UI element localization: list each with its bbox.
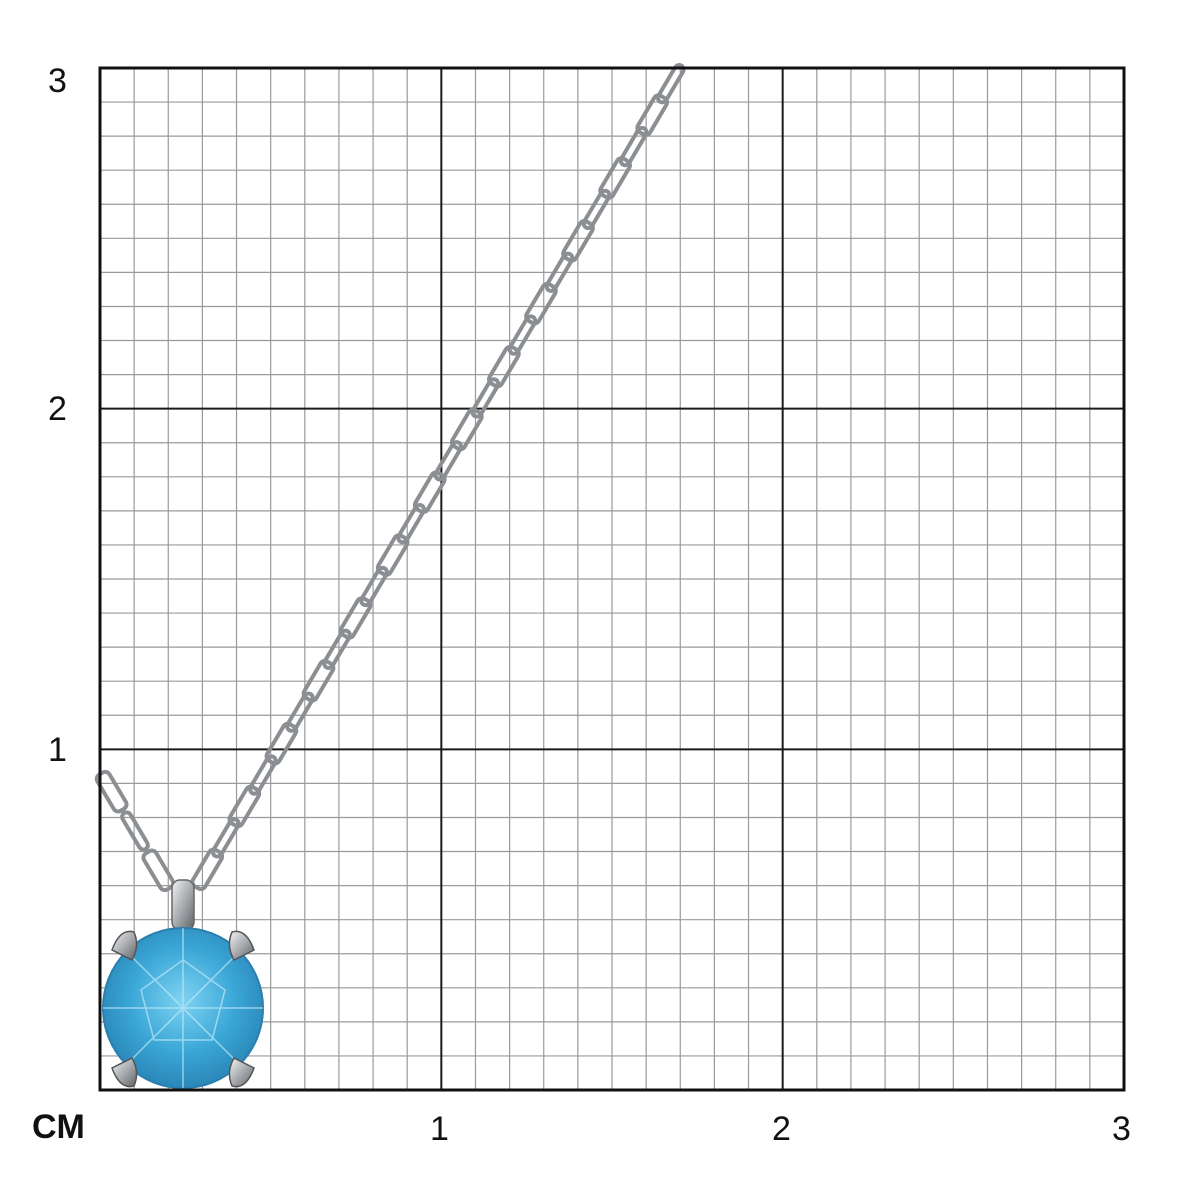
chain-link <box>190 847 225 892</box>
chain-link <box>322 628 352 670</box>
chain-link <box>227 784 262 829</box>
x-tick-1: 1 <box>430 1110 449 1148</box>
chain-link <box>598 156 632 200</box>
bail <box>171 879 195 931</box>
unit-label: CM <box>32 1108 85 1146</box>
chain <box>94 63 686 893</box>
chain-link <box>211 817 241 859</box>
x-tick-3: 3 <box>1112 1110 1131 1148</box>
prongs <box>111 930 255 1088</box>
x-tick-2: 2 <box>772 1110 791 1148</box>
chain-link <box>375 533 410 577</box>
chain-link <box>655 63 686 105</box>
pendant <box>102 879 264 1089</box>
chain-link <box>561 219 595 263</box>
chain-link <box>285 691 315 733</box>
chain-link <box>412 470 447 515</box>
chain-link <box>264 721 299 766</box>
chain-link <box>248 754 278 796</box>
chain-link <box>301 658 336 703</box>
chain-link <box>141 848 176 893</box>
chain-link <box>449 407 484 452</box>
chain-link <box>544 251 575 293</box>
chain-link <box>433 440 464 482</box>
chain-link <box>120 810 150 852</box>
minor-grid-lines <box>100 68 1124 1090</box>
chain-link <box>338 596 373 640</box>
y-tick-3: 3 <box>48 62 67 100</box>
chain-link <box>487 344 521 389</box>
chain-link <box>396 502 426 545</box>
chain-link <box>635 93 670 137</box>
grid-border <box>98 66 1126 1092</box>
chain-link <box>470 377 501 419</box>
chain-link <box>524 281 558 326</box>
y-tick-2: 2 <box>48 390 67 428</box>
chain-link <box>618 125 649 168</box>
chain-link <box>507 314 538 356</box>
gem-facets <box>103 928 263 1088</box>
chain-link <box>581 188 612 231</box>
y-tick-1: 1 <box>48 731 67 769</box>
chain-link <box>359 565 389 608</box>
